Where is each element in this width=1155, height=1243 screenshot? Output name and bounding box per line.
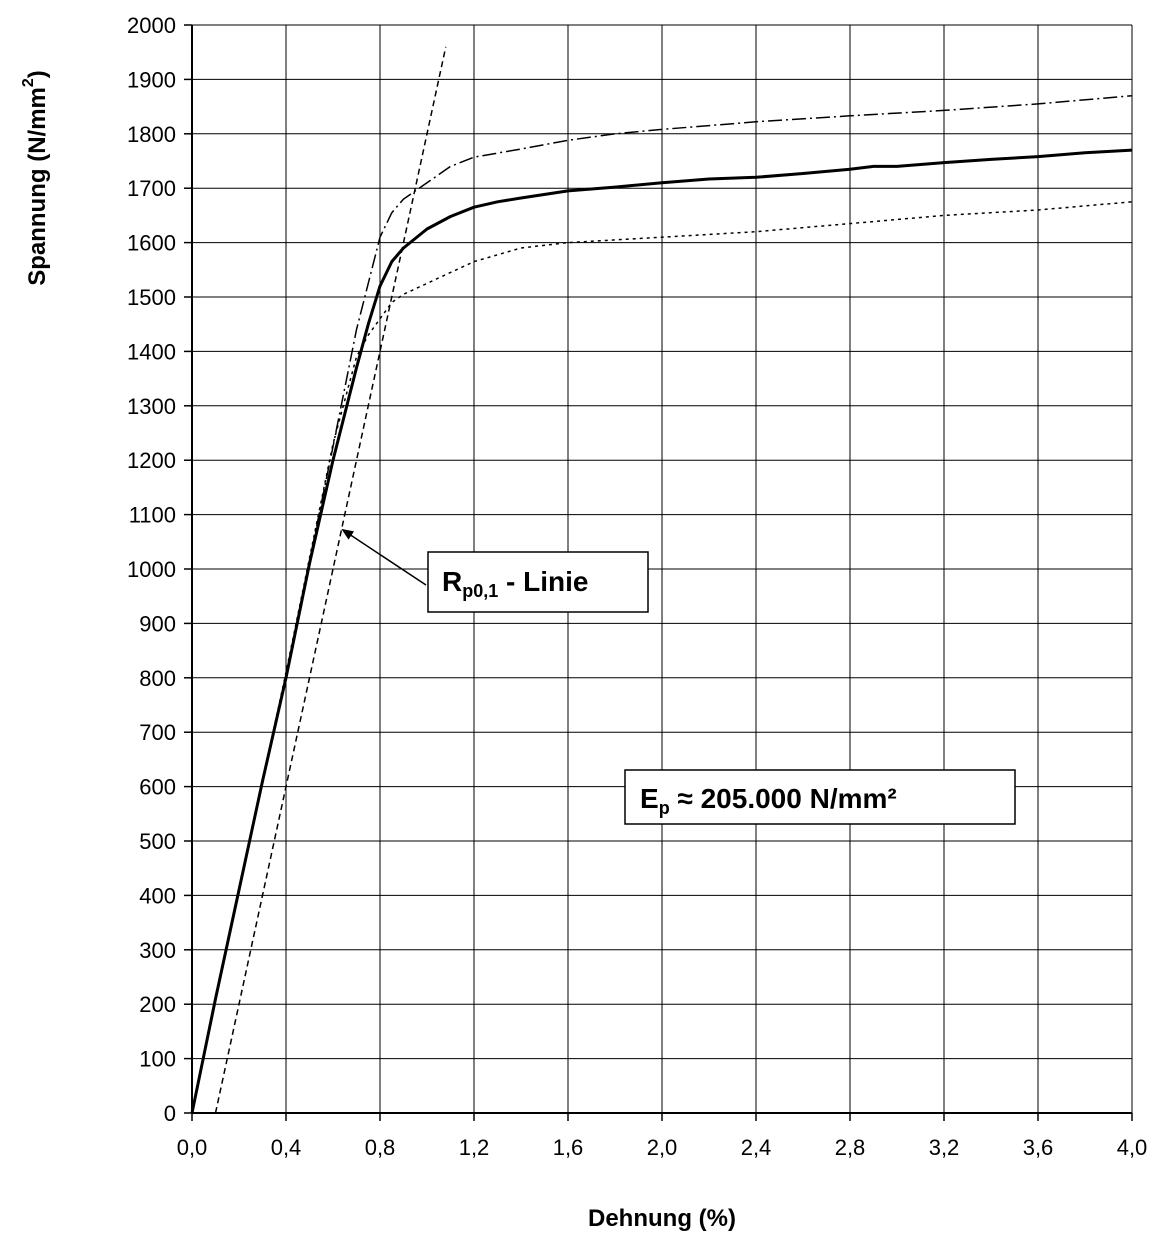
x-tick-label: 0,4 (271, 1135, 302, 1160)
y-tick-label: 900 (139, 611, 176, 636)
x-tick-label: 0,0 (177, 1135, 208, 1160)
y-tick-label: 400 (139, 883, 176, 908)
y-tick-label: 1700 (127, 176, 176, 201)
modulus-label-main: E (640, 783, 659, 814)
rp-label-main: R (442, 566, 462, 597)
y-tick-label: 100 (139, 1047, 176, 1072)
y-tick-label: 600 (139, 775, 176, 800)
y-tick-label: 1900 (127, 67, 176, 92)
x-tick-label: 3,2 (929, 1135, 960, 1160)
y-tick-label: 1500 (127, 285, 176, 310)
x-tick-label: 3,6 (1023, 1135, 1054, 1160)
modulus-label-rest: ≈ 205.000 N/mm² (670, 783, 897, 814)
x-tick-label: 2,4 (741, 1135, 772, 1160)
y-axis-title-main: Spannung (N/mm (24, 87, 51, 286)
y-tick-label: 1800 (127, 122, 176, 147)
x-tick-label: 2,0 (647, 1135, 678, 1160)
x-tick-label: 1,2 (459, 1135, 490, 1160)
y-axis-title-sup: 2 (20, 78, 37, 87)
y-tick-labels: 0 100 200 300 400 500 600 700 800 900 1000 1100 1200… (127, 13, 176, 1126)
axes (184, 25, 1132, 1121)
y-tick-label: 1400 (127, 339, 176, 364)
x-tick-label: 0,8 (365, 1135, 396, 1160)
y-tick-label: 2000 (127, 13, 176, 38)
rp-annotation-box: Rp0,1 - Linie (428, 552, 648, 612)
y-tick-label: 1300 (127, 394, 176, 419)
grid-lines (192, 25, 1132, 1113)
y-tick-label: 700 (139, 720, 176, 745)
x-axis-title: Dehnung (%) (588, 1205, 736, 1232)
y-tick-label: 1000 (127, 557, 176, 582)
x-tick-label: 2,8 (835, 1135, 866, 1160)
y-tick-label: 200 (139, 992, 176, 1017)
x-tick-label: 1,6 (553, 1135, 584, 1160)
y-axis-title: Spannung (N/mm2) (20, 70, 51, 286)
y-tick-label: 300 (139, 938, 176, 963)
y-tick-label: 1600 (127, 231, 176, 256)
y-tick-label: 1100 (129, 503, 176, 528)
y-tick-label: 0 (164, 1101, 176, 1126)
series-line-dashed (216, 47, 446, 1113)
y-tick-label: 500 (139, 829, 176, 854)
rp-label-sub: p0,1 (462, 581, 498, 601)
x-tick-labels: 0,0 0,4 0,8 1,2 1,6 2,0 2,4 2,8 3,2 3,6 4,0 (177, 1135, 1148, 1160)
rp-annotation-arrow (343, 530, 426, 585)
y-tick-label: 1200 (127, 448, 176, 473)
y-axis-title-close: ) (24, 70, 51, 78)
svg-text:Ep ≈ 205.000 N/mm²: Ep ≈ 205.000 N/mm² (640, 783, 897, 818)
rp-label-rest: - Linie (498, 566, 588, 597)
modulus-annotation-box: Ep ≈ 205.000 N/mm² (625, 770, 1015, 824)
x-tick-label: 4,0 (1117, 1135, 1148, 1160)
modulus-label-sub: p (659, 798, 670, 818)
y-tick-label: 800 (139, 666, 176, 691)
